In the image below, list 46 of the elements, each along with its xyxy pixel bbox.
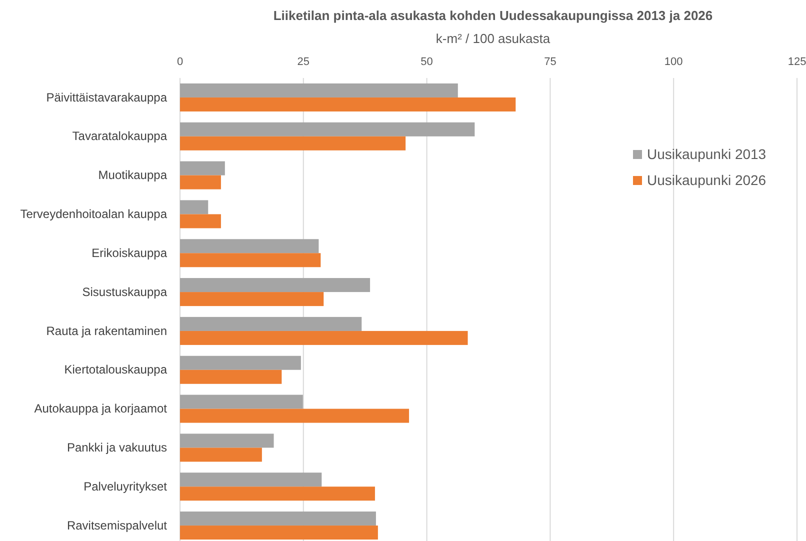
bar [180, 486, 375, 501]
y-tick-label: Muotikauppa [98, 168, 168, 182]
bar [180, 330, 468, 345]
y-tick-label: Rauta ja rakentaminen [46, 324, 167, 338]
y-tick-label: Päivittäistavarakauppa [46, 90, 168, 104]
bar [180, 175, 221, 190]
x-tick-label: 50 [420, 56, 433, 68]
x-tick-label: 75 [544, 56, 556, 68]
bar [180, 239, 319, 254]
bar [180, 408, 410, 423]
x-tick-label: 100 [664, 56, 683, 68]
bar [180, 200, 208, 214]
bar [180, 161, 225, 176]
bar [180, 214, 221, 228]
x-tick-label: 25 [297, 56, 310, 68]
bar [180, 512, 376, 526]
bar [180, 136, 406, 150]
bar [180, 316, 362, 331]
chart-subtitle: k-m² / 100 asukasta [436, 31, 551, 46]
bar [180, 278, 370, 292]
bar [180, 122, 475, 136]
y-tick-label: Sisustuskauppa [82, 284, 168, 299]
y-tick-label: Terveydenhoitoalan kauppa [20, 207, 168, 222]
y-tick-label: Erikoiskauppa [92, 246, 168, 260]
bar [180, 394, 303, 409]
legend-label: Uusikaupunki 2013 [647, 146, 766, 162]
x-tick-label: 125 [788, 56, 806, 68]
y-tick-label: Tavaratalokauppa [72, 129, 168, 144]
bar [180, 472, 322, 487]
y-tick-label: Pankki ja vakuutus [66, 440, 167, 455]
bar [180, 253, 321, 268]
bar [180, 526, 378, 540]
bar [180, 370, 282, 384]
bar [180, 97, 516, 112]
y-tick-label: Palveluyritykset [84, 479, 168, 494]
bar [180, 292, 324, 306]
y-tick-label: Autokauppa ja korjaamot [34, 402, 168, 416]
y-tick-label: Kiertotalouskauppa [64, 362, 168, 377]
chart-title: Liiketilan pinta-ala asukasta kohden Uudessakaupungissa 2013 ja 2026 [273, 8, 713, 23]
bar [180, 83, 458, 98]
x-tick-label: 0 [176, 56, 184, 68]
bar [180, 448, 262, 462]
bar [180, 356, 301, 370]
legend-label: Uusikaupunki 2026 [647, 172, 766, 188]
bar [180, 434, 274, 448]
y-tick-label: Ravitsemispalvelut [66, 518, 168, 532]
